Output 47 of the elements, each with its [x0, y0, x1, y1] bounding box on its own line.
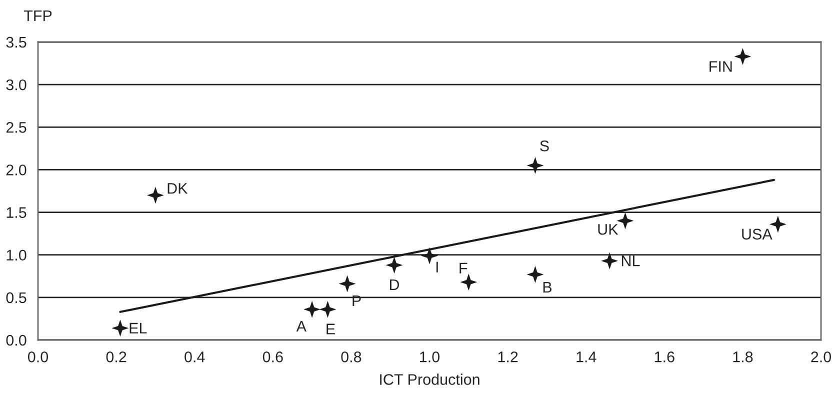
annotation: DK	[168, 183, 188, 194]
point	[319, 300, 336, 318]
point	[460, 274, 478, 291]
x-tick-label: 1.4	[576, 352, 596, 362]
point	[526, 266, 544, 283]
y-tick-label: 1.5	[6, 207, 26, 218]
point	[112, 320, 129, 337]
x-tick-label: 1.8	[733, 352, 753, 362]
point	[386, 256, 403, 274]
x-tick-label: 0.8	[341, 352, 362, 362]
x-tick-label: 1.0	[420, 352, 440, 362]
annotation: E	[326, 324, 335, 334]
annotation: D	[390, 280, 400, 290]
annotation: B	[543, 282, 552, 292]
x-tick-label: 1.6	[654, 352, 674, 362]
y-tick-label: 1.0	[6, 250, 26, 261]
x-tick-label: 2.0	[811, 352, 832, 362]
y-tick-label: 0.0	[6, 334, 26, 346]
point	[616, 212, 634, 230]
point	[420, 247, 438, 264]
annotation: S	[540, 140, 549, 152]
point	[526, 156, 544, 174]
point	[146, 186, 164, 204]
y-tick-label: 2.0	[6, 164, 26, 176]
annotation: FIN	[710, 61, 732, 72]
x-tick-label: 0.4	[184, 352, 205, 362]
point	[734, 48, 752, 65]
annotation: UK	[598, 224, 618, 235]
y-tick-label: 0.5	[6, 292, 26, 304]
annotation: A	[296, 321, 306, 332]
point	[338, 275, 356, 292]
x-tick-label: 0.6	[262, 352, 283, 362]
point	[304, 300, 321, 318]
y-axis-title: TFP	[24, 10, 52, 21]
x-tick-label: 0.0	[28, 352, 48, 362]
y-tick-label: 3.0	[6, 79, 26, 90]
x-axis-title: ICT Production	[380, 374, 480, 385]
annotation: NL	[622, 256, 640, 266]
x-tick-label: 1.2	[498, 352, 518, 362]
point	[601, 252, 618, 270]
annotation: USA	[742, 228, 772, 240]
y-tick-label: 3.5	[6, 36, 26, 48]
annotation: I	[436, 262, 438, 272]
y-tick-label: 2.5	[6, 122, 26, 133]
x-tick-label: 0.2	[106, 352, 126, 362]
annotation: F	[460, 262, 468, 274]
annotation: EL	[130, 322, 147, 334]
